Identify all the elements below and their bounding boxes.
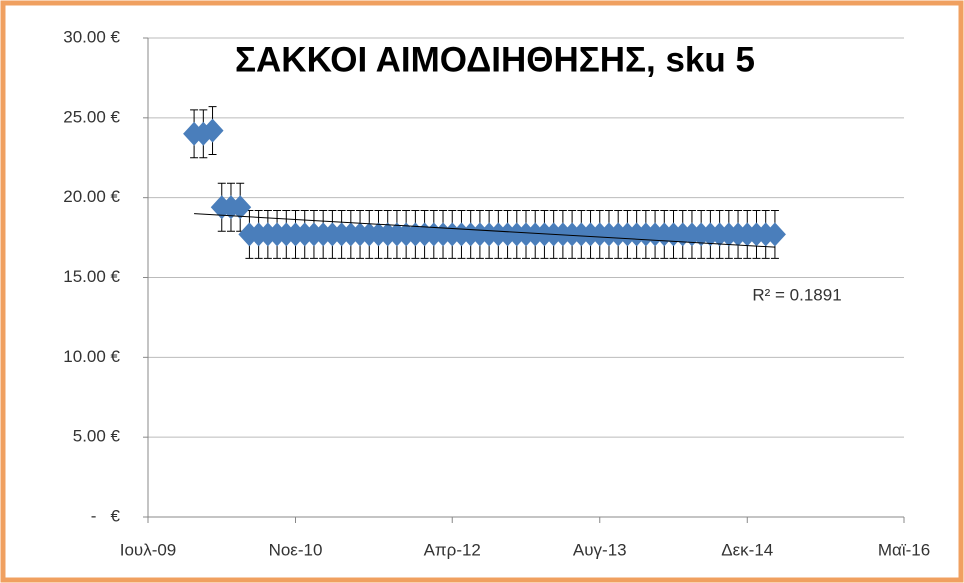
y-tick-label: - € xyxy=(91,506,121,525)
y-tick-label: 5.00 € xyxy=(73,427,121,446)
marker xyxy=(763,222,786,247)
y-tick-label: 20.00 € xyxy=(63,187,120,206)
chart-title: ΣΑΚΚΟΙ ΑΙΜΟΔΙΗΘΗΣΗΣ, sku 5 xyxy=(235,40,755,79)
x-tick-label: Απρ-12 xyxy=(424,540,481,559)
x-tick-label: Μαϊ-16 xyxy=(878,540,930,559)
x-tick-label: Ιουλ-09 xyxy=(120,540,177,559)
marker xyxy=(201,118,224,143)
marker xyxy=(229,195,252,220)
y-tick-label: 15.00 € xyxy=(63,267,120,286)
y-tick-label: 10.00 € xyxy=(63,347,120,366)
x-tick-label: Αυγ-13 xyxy=(573,540,627,559)
r-squared: R² = 0.1891 xyxy=(752,285,841,304)
y-tick-label: 30.00 € xyxy=(63,27,120,46)
x-tick-label: Δεκ-14 xyxy=(721,540,773,559)
y-tick-label: 25.00 € xyxy=(63,107,120,126)
trendline xyxy=(194,213,775,248)
x-tick-label: Νοε-10 xyxy=(269,540,323,559)
